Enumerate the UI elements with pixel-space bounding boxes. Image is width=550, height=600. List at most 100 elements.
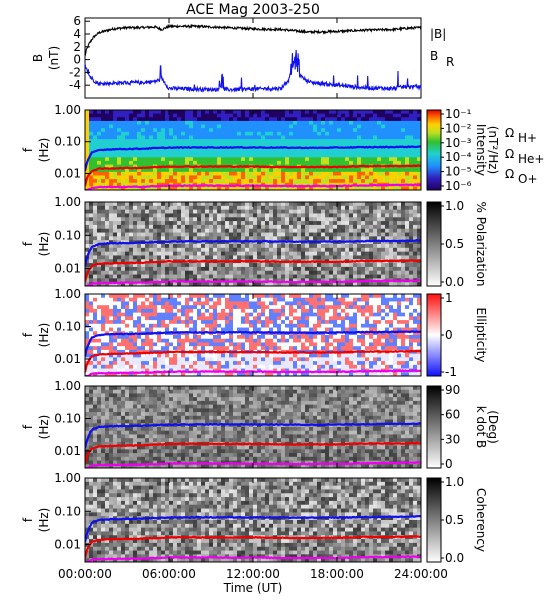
pixel [369,209,374,215]
pixel [97,353,102,358]
pixel [149,153,154,158]
pixel [293,346,298,351]
pixel [333,179,338,184]
pixel [161,110,166,115]
pixel [153,316,158,321]
pixel [109,338,114,344]
pixel [277,368,282,373]
pixel [373,117,378,122]
pixel [261,312,266,317]
pixel [309,128,314,133]
pixel [413,128,418,133]
pixel [361,131,366,137]
pixel [249,274,254,279]
pixel [249,294,254,299]
pixel [101,316,106,321]
pixel [225,338,230,344]
pixel [217,266,222,272]
pixel [377,244,382,249]
pixel [329,217,334,222]
pixel [261,282,266,286]
pixel [289,157,294,162]
pixel [149,244,154,249]
pixel [241,202,246,207]
pixel [125,266,130,272]
pixel [181,128,186,133]
pixel [289,209,294,215]
pixel [189,113,194,118]
pixel [269,150,274,155]
pixel [189,270,194,276]
pixel [249,247,254,253]
pixel [197,224,202,230]
pixel [273,327,278,332]
pixel [93,124,98,129]
pixel [265,113,270,118]
pixel [93,320,98,325]
pixel [209,124,214,129]
pixel [185,128,190,133]
pixel [97,308,102,314]
pixel [289,308,294,314]
pixel [281,240,286,245]
pixel [209,168,214,173]
pixel [189,353,194,358]
pixel [305,128,310,133]
pixel [269,297,274,303]
pixel [245,282,250,286]
pixel [221,117,226,122]
pixel [161,342,166,347]
pixel [373,186,378,190]
pixel [377,255,382,260]
pixel [373,228,378,234]
pixel [229,202,234,207]
pixel [369,146,374,151]
pixel [137,320,142,325]
pixel [289,255,294,260]
pixel [117,168,122,173]
pixel [405,282,410,286]
pixel [281,346,286,351]
pixel [393,232,398,237]
pixel [345,124,350,129]
pixel [253,186,258,190]
pixel [157,182,162,187]
pixel [201,266,206,272]
pixel [101,160,106,166]
pixel [217,353,222,358]
pixel [237,312,242,317]
pixel [301,205,306,211]
pixel [361,120,366,126]
pixel [125,270,130,276]
pixel [201,240,206,245]
pixel [209,301,214,306]
pixel [97,213,102,218]
pixel [109,278,114,283]
pixel [317,217,322,222]
pixel [309,213,314,218]
pixel [149,361,154,366]
pixel [137,217,142,222]
pixel [121,270,126,276]
pixel [153,224,158,230]
pixel [289,171,294,177]
pixel [237,263,242,268]
pixel [213,131,218,137]
pixel [229,294,234,299]
pixel [181,327,186,332]
pixel [305,357,310,362]
pixel [265,316,270,321]
pixel [93,316,98,321]
colorbar-label: % Polarization [474,202,488,287]
pixel [241,168,246,173]
pixel [145,236,150,241]
pixel [277,120,282,126]
pixel [105,110,110,115]
pixel [261,335,266,340]
pixel [253,251,258,257]
pixel [229,110,234,115]
pixel [109,312,114,317]
pixel [253,316,258,321]
pixel [377,150,382,155]
pixel [157,361,162,366]
